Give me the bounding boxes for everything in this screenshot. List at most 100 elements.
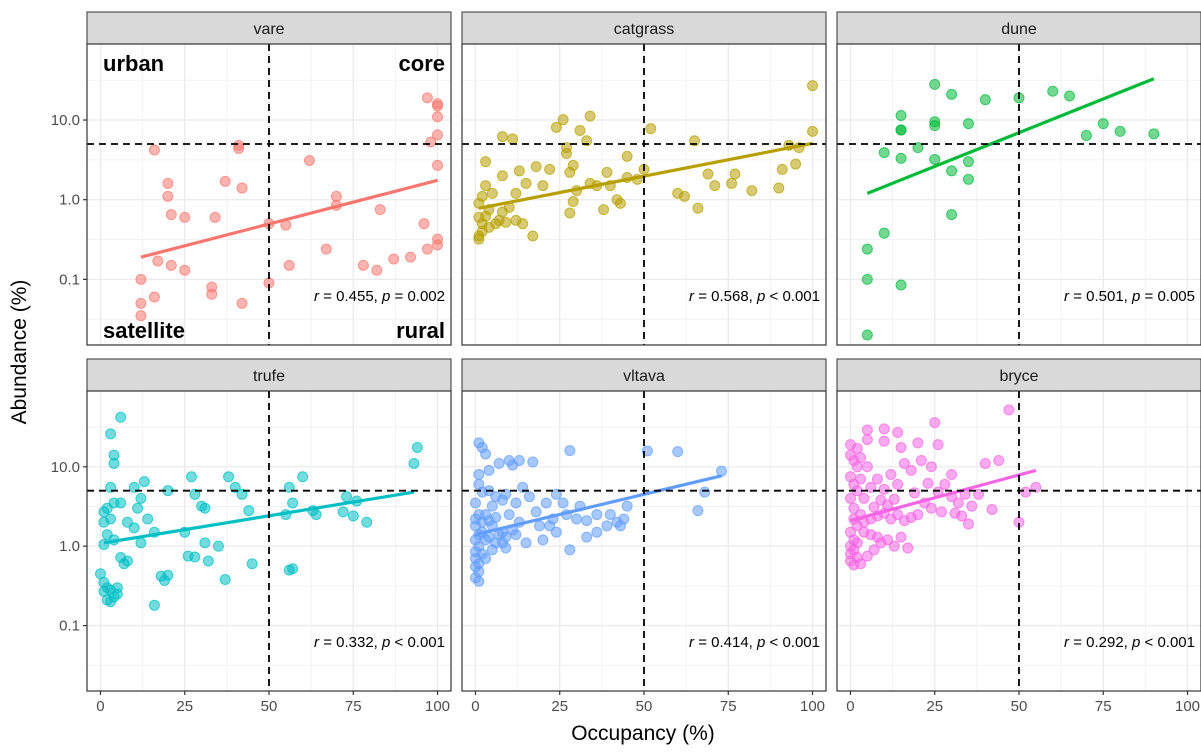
data-point <box>206 288 218 300</box>
data-point <box>993 454 1005 466</box>
data-point <box>986 503 998 515</box>
stat-value: < 0.001 <box>390 634 445 651</box>
data-point <box>469 497 481 509</box>
data-point <box>523 491 535 503</box>
x-axis-title: Occupancy (%) <box>571 722 715 745</box>
data-point <box>621 150 633 162</box>
panel-points <box>473 80 819 245</box>
data-point <box>1097 118 1109 130</box>
data-point <box>148 144 160 156</box>
data-point <box>1003 404 1015 416</box>
data-point <box>243 505 255 517</box>
data-point <box>388 253 400 265</box>
data-point <box>496 131 508 143</box>
data-point <box>347 510 359 522</box>
data-point <box>374 204 386 216</box>
data-point <box>912 437 924 449</box>
data-point <box>480 156 492 168</box>
data-point <box>844 492 856 504</box>
data-point <box>486 500 498 512</box>
data-point <box>189 488 201 500</box>
data-point <box>527 230 539 242</box>
x-tick-label: 0 <box>846 698 854 715</box>
y-axis-title: Abundance (%) <box>8 280 31 425</box>
data-point <box>601 520 613 532</box>
data-point <box>895 124 907 136</box>
data-point <box>493 457 505 469</box>
data-point <box>233 142 245 154</box>
data-point <box>544 520 556 532</box>
data-point <box>550 488 562 500</box>
data-point <box>473 197 485 209</box>
data-point <box>480 210 492 222</box>
data-point <box>973 488 985 500</box>
data-point <box>692 202 704 214</box>
data-point <box>962 518 974 530</box>
panel-border <box>836 43 1201 346</box>
data-point <box>469 513 481 525</box>
data-point <box>480 552 492 564</box>
panel-points <box>844 404 1042 571</box>
data-point <box>162 190 174 202</box>
data-point <box>162 177 174 189</box>
data-point <box>855 558 867 570</box>
data-point <box>425 136 437 148</box>
data-point <box>185 471 197 483</box>
strip-background <box>86 358 452 392</box>
data-point <box>567 195 579 207</box>
data-point <box>895 109 907 121</box>
data-point <box>560 142 572 154</box>
data-point <box>692 505 704 517</box>
data-point <box>537 180 549 192</box>
x-tick-label: 75 <box>345 698 362 715</box>
y-tick-label: 10.0 <box>51 459 80 476</box>
data-point <box>929 153 941 165</box>
data-point <box>432 111 444 123</box>
panel-border <box>86 43 452 346</box>
data-point <box>297 471 309 483</box>
stat-value: = 0.005 <box>1140 288 1195 305</box>
stat-label: r = 0.292, p < 0.001 <box>1064 634 1195 651</box>
panel-grid <box>87 391 451 691</box>
data-point <box>898 515 910 527</box>
data-point <box>909 487 921 499</box>
data-point <box>574 124 586 136</box>
data-point <box>567 159 579 171</box>
data-point <box>310 509 322 521</box>
data-point <box>564 445 576 457</box>
data-point <box>421 92 433 104</box>
data-point <box>935 506 947 518</box>
quadrant-label-rural: rural <box>396 318 445 343</box>
data-point <box>888 493 900 505</box>
data-point <box>672 446 684 458</box>
data-point <box>773 182 785 194</box>
data-point <box>283 259 295 271</box>
data-point <box>929 78 941 90</box>
strip-label: dune <box>1001 21 1037 38</box>
data-point <box>432 239 444 251</box>
strip-label: bryce <box>999 368 1038 385</box>
data-point <box>108 457 120 469</box>
data-point <box>510 497 522 509</box>
data-point <box>135 537 147 549</box>
data-point <box>807 125 819 137</box>
data-point <box>135 310 147 322</box>
x-tick-label: 0 <box>96 698 104 715</box>
data-point <box>848 502 860 514</box>
data-point <box>878 227 890 239</box>
stat-value: < 0.001 <box>765 288 820 305</box>
data-point <box>571 513 583 525</box>
data-point <box>199 502 211 514</box>
data-point <box>223 471 235 483</box>
x-tick-label: 50 <box>636 698 653 715</box>
data-point <box>530 161 542 173</box>
data-point <box>878 147 890 159</box>
data-point <box>371 264 383 276</box>
strip-background <box>461 11 827 45</box>
data-point <box>148 291 160 303</box>
stat-symbol: r <box>314 288 320 305</box>
data-point <box>868 544 880 556</box>
data-point <box>135 297 147 309</box>
data-point <box>236 182 248 194</box>
panels-layer: vare r = 0.455, p = 0.002 urban core satelli… <box>86 11 1201 692</box>
